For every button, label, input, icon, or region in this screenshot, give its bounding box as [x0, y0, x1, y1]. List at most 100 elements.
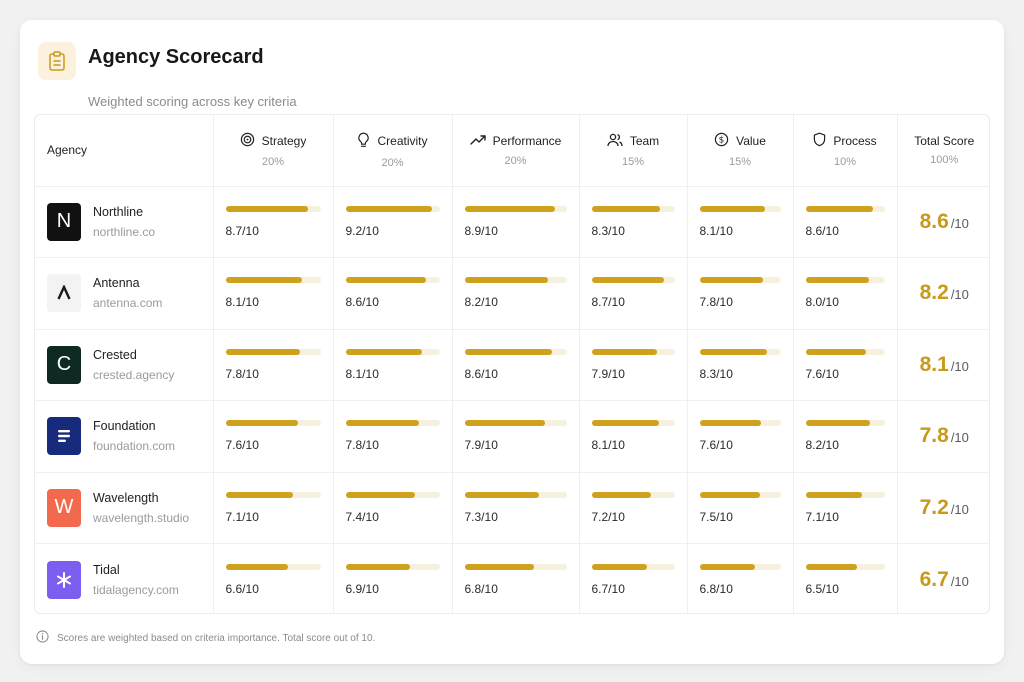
agency-domain[interactable]: northline.co — [93, 224, 156, 239]
column-header-process[interactable]: Process 10% — [793, 115, 898, 187]
column-header-value[interactable]: $ Value 15% — [687, 115, 794, 187]
table-row[interactable]: Antenna antenna.com 8.1/10 8.6/10 8.2/10 8.7/… — [35, 257, 989, 330]
score-bar — [225, 563, 321, 570]
score-bar — [805, 491, 885, 498]
score-bar-fill — [225, 205, 309, 212]
score-value: 8.3/10 — [591, 223, 625, 238]
score-value: 8.7/10 — [591, 295, 625, 310]
score-value: 7.6/10 — [225, 438, 259, 453]
score-bar-fill — [805, 420, 871, 427]
score-bar-fill — [464, 205, 556, 212]
table-row[interactable]: W Wavelength wavelength.studio 7.1/10 7.4/10… — [35, 472, 989, 544]
score-bar — [464, 563, 567, 570]
column-header-strategy[interactable]: Strategy 20% — [213, 115, 334, 187]
score-value: 7.6/10 — [699, 438, 733, 453]
score-cell: 8.2/10 — [452, 257, 580, 330]
score-bar — [591, 205, 675, 212]
score-value: 7.2/10 — [591, 509, 625, 524]
agency-domain[interactable]: antenna.com — [93, 296, 163, 311]
score-value: 8.2/10 — [464, 295, 498, 310]
score-bar — [345, 420, 440, 427]
score-value: 7.8/10 — [225, 366, 259, 381]
column-label: Value — [736, 134, 766, 149]
agency-domain[interactable]: tidalagency.com — [93, 582, 179, 597]
score-bar — [345, 205, 440, 212]
score-cell: 7.2/10 — [579, 472, 688, 544]
score-bar-fill — [805, 205, 874, 212]
column-header-agency[interactable]: Agency — [35, 115, 214, 187]
column-label: Performance — [492, 134, 562, 149]
score-value: 8.1/10 — [345, 366, 379, 381]
score-bar — [591, 563, 675, 570]
score-bar — [805, 348, 885, 355]
score-cell: 7.8/10 — [687, 257, 794, 330]
score-value: 6.7/10 — [591, 581, 625, 596]
score-bar-fill — [464, 491, 539, 498]
score-cell: 6.8/10 — [452, 543, 580, 613]
score-bar-fill — [699, 277, 763, 284]
column-label: Creativity — [377, 134, 428, 149]
foundation-logo — [47, 417, 81, 456]
score-bar — [225, 348, 321, 355]
agency-name[interactable]: Antenna — [93, 276, 140, 291]
score-bar — [464, 348, 567, 355]
total-score: 6.7 — [919, 567, 949, 591]
score-cell: 7.8/10 — [333, 400, 453, 473]
score-cell: 7.4/10 — [333, 472, 453, 544]
total-score-suffix: /10 — [950, 287, 969, 303]
total-score-cell: 8.1/10 — [897, 329, 989, 401]
agency-domain[interactable]: wavelength.studio — [93, 510, 190, 525]
score-bar-fill — [464, 277, 549, 284]
score-cell: 6.8/10 — [687, 543, 794, 613]
agency-cell: C Crested crested.agency — [35, 329, 214, 401]
score-cell: 7.6/10 — [687, 400, 794, 473]
total-score-suffix: /10 — [950, 430, 969, 446]
agency-name[interactable]: Tidal — [93, 562, 120, 577]
score-bar-fill — [464, 563, 534, 570]
score-value: 8.1/10 — [699, 223, 733, 238]
agency-cell: Antenna antenna.com — [35, 257, 214, 330]
score-bar — [345, 491, 440, 498]
column-header-creativity[interactable]: Creativity 20% — [333, 115, 453, 187]
column-header-total[interactable]: Total Score 100% — [897, 115, 989, 187]
agency-name[interactable]: Northline — [93, 204, 144, 219]
score-cell: 8.2/10 — [793, 400, 898, 473]
agency-name[interactable]: Crested — [93, 347, 137, 362]
score-bar-fill — [345, 348, 422, 355]
shield-icon — [813, 132, 826, 150]
score-bar — [345, 277, 440, 284]
table-row[interactable]: Foundation foundation.com 7.6/10 7.8/10 7.9/… — [35, 400, 989, 473]
score-bar — [464, 205, 567, 212]
score-value: 6.5/10 — [805, 581, 839, 596]
score-bar-fill — [225, 348, 300, 355]
lightbulb-icon — [357, 132, 370, 151]
total-score-cell: 8.2/10 — [897, 257, 989, 330]
score-bar — [805, 205, 885, 212]
score-bar-fill — [591, 491, 652, 498]
agency-domain[interactable]: foundation.com — [93, 439, 176, 454]
agency-name[interactable]: Foundation — [93, 419, 156, 434]
score-value: 6.6/10 — [225, 581, 259, 596]
score-bar — [591, 420, 675, 427]
column-header-team[interactable]: Team 15% — [579, 115, 688, 187]
table-row[interactable]: Tidal tidalagency.com 6.6/10 6.9/10 6.8/10 6.… — [35, 543, 989, 613]
total-score-cell: 8.6/10 — [897, 186, 989, 258]
score-bar-fill — [345, 563, 411, 570]
agency-name[interactable]: Wavelength — [93, 490, 159, 505]
table-header-row: Agency Strategy 20% — [35, 115, 989, 187]
score-value: 7.1/10 — [225, 509, 259, 524]
table-row[interactable]: C Crested crested.agency 7.8/10 8.1/10 8.6/10… — [35, 329, 989, 401]
score-bar — [464, 491, 567, 498]
agency-domain[interactable]: crested.agency — [93, 367, 175, 382]
column-label: Strategy — [261, 134, 307, 149]
table-row[interactable]: N Northline northline.co 8.7/10 9.2/10 8.9/10… — [35, 186, 989, 258]
score-bar — [591, 491, 675, 498]
score-bar — [225, 420, 321, 427]
score-cell: 8.7/10 — [213, 186, 334, 258]
column-header-performance[interactable]: Performance 20% — [452, 115, 580, 187]
total-score: 7.2 — [919, 495, 949, 519]
score-bar — [699, 205, 781, 212]
score-value: 8.9/10 — [464, 223, 498, 238]
total-score-suffix: /10 — [950, 215, 969, 231]
column-weight: 20% — [381, 156, 404, 169]
